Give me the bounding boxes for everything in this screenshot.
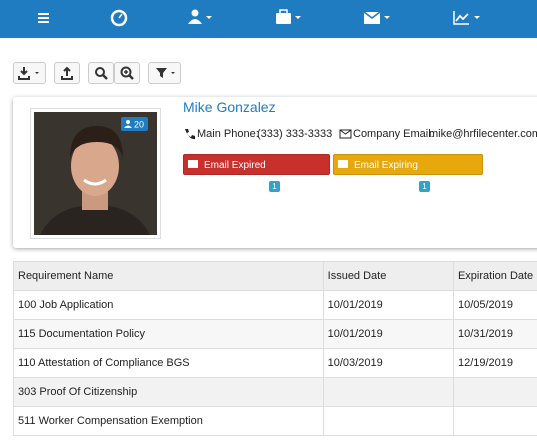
zoom-button[interactable] bbox=[114, 62, 140, 84]
email-value: mike@hrfilecenter.com bbox=[429, 128, 537, 140]
table-cell bbox=[322, 406, 454, 436]
table-cell: 115 Documentation Policy bbox=[13, 319, 324, 349]
table-cell: 12/19/2019 bbox=[452, 348, 537, 378]
mail-icon bbox=[188, 160, 198, 168]
menu-icon[interactable] bbox=[38, 13, 49, 23]
table-cell: 10/31/2019 bbox=[452, 319, 537, 349]
expiring-button[interactable]: Email Expiring Requirements 1 bbox=[333, 154, 483, 192]
mail-icon[interactable] bbox=[363, 11, 390, 24]
table-row: 303 Proof Of Citizenship bbox=[13, 377, 537, 407]
table-row: 511 Worker Compensation Exemption bbox=[13, 406, 537, 436]
filter-button[interactable] bbox=[148, 62, 181, 84]
count-badge: 1 bbox=[419, 181, 430, 192]
table-cell: 10/01/2019 bbox=[322, 290, 454, 320]
column-header: Issued Date bbox=[322, 261, 454, 291]
requirements-table: Requirement Name Issued Date Expiration Da… bbox=[13, 261, 537, 436]
count-badge: 1 bbox=[269, 181, 280, 192]
button-label: Email Expired Requirements bbox=[204, 160, 267, 192]
download-button[interactable] bbox=[13, 62, 46, 84]
table-row: 100 Job Application 10/01/2019 10/05/2019 bbox=[13, 290, 537, 320]
upload-button[interactable] bbox=[54, 62, 80, 84]
search-button[interactable] bbox=[88, 62, 114, 84]
table-cell bbox=[452, 406, 537, 436]
email-icon bbox=[339, 129, 352, 139]
table-cell: 10/03/2019 bbox=[322, 348, 454, 378]
nav-icons bbox=[38, 9, 480, 27]
profile-photo: 20 bbox=[30, 108, 161, 239]
phone-label: Main Phone: bbox=[197, 128, 259, 140]
table-cell: 10/05/2019 bbox=[452, 290, 537, 320]
table-cell: 511 Worker Compensation Exemption bbox=[13, 406, 324, 436]
table-cell: 100 Job Application bbox=[13, 290, 324, 320]
chart-icon[interactable] bbox=[453, 11, 480, 25]
column-header: Expiration Date bbox=[452, 261, 537, 291]
table-row: 110 Attestation of Compliance BGS 10/03/2… bbox=[13, 348, 537, 378]
table-cell: 10/01/2019 bbox=[322, 319, 454, 349]
mail-icon bbox=[338, 160, 348, 168]
table-cell: 303 Proof Of Citizenship bbox=[13, 377, 324, 407]
column-header: Requirement Name bbox=[13, 261, 324, 291]
nav-bar bbox=[0, 0, 537, 38]
employee-name[interactable]: Mike Gonzalez bbox=[183, 99, 276, 115]
phone-icon bbox=[185, 129, 195, 140]
expired-button[interactable]: Email Expired Requirements 1 bbox=[183, 154, 330, 192]
table-cell: 110 Attestation of Compliance BGS bbox=[13, 348, 324, 378]
phone-value: (333) 333-3333 bbox=[257, 128, 333, 140]
button-label: Email Expiring Requirements bbox=[354, 160, 418, 192]
header-row: Requirement Name Issued Date Expiration Da… bbox=[13, 261, 537, 291]
table-row: 115 Documentation Policy 10/01/2019 10/31/… bbox=[13, 319, 537, 349]
email-label: Company Email: bbox=[353, 128, 434, 140]
people-icon[interactable] bbox=[188, 9, 212, 25]
dashboard-icon[interactable] bbox=[110, 9, 128, 27]
table-cell bbox=[322, 377, 454, 407]
briefcase-icon[interactable] bbox=[276, 9, 301, 24]
table-cell bbox=[452, 377, 537, 407]
photo-badge: 20 bbox=[134, 120, 144, 130]
